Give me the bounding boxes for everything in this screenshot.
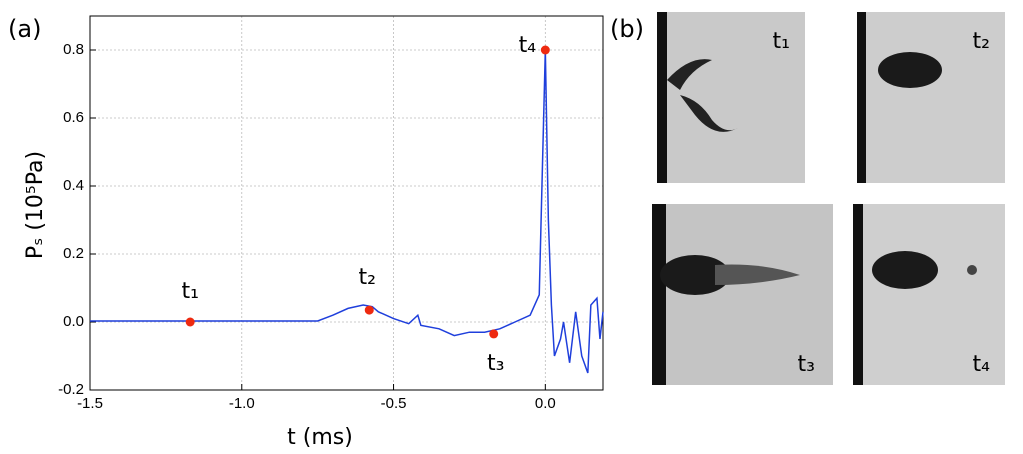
point-label: t₄: [519, 33, 537, 58]
panel-label: (b): [610, 15, 644, 43]
x-tick-label: -1.0: [229, 395, 255, 412]
marker-point: [540, 45, 550, 55]
photo: t₂: [857, 12, 1005, 183]
x-tick-label: -1.5: [77, 395, 103, 412]
photo-label: t₄: [973, 352, 991, 377]
photo: t₄: [853, 204, 1005, 385]
y-tick-label: 0.2: [63, 245, 84, 262]
y-tick-label: 0.0: [63, 313, 84, 330]
x-tick-label: 0.0: [535, 395, 556, 412]
y-axis-label: Pₛ (10⁵Pa): [23, 151, 48, 259]
marker-point: [185, 317, 195, 327]
photo-panels: t₁ t₂ t₃ t₄: [652, 12, 1005, 385]
y-tick-label: 0.4: [63, 177, 84, 194]
y-tick-label: 0.6: [63, 109, 84, 126]
panel-label: (a): [8, 15, 41, 43]
photo-label: t₁: [773, 29, 790, 54]
marker-point: [364, 305, 374, 315]
y-tick-label: 0.8: [63, 41, 84, 58]
plot-frame: [89, 15, 604, 391]
y-tick-label: -0.2: [58, 381, 84, 398]
point-label: t₃: [487, 351, 504, 376]
marker-point: [489, 329, 499, 339]
x-axis-label: t (ms): [287, 425, 353, 450]
photo: t₁: [657, 12, 805, 183]
photo: t₃: [652, 204, 833, 385]
x-tick-label: -0.5: [381, 395, 407, 412]
point-label: t₁: [181, 279, 198, 304]
point-label: t₂: [359, 265, 376, 290]
data-line: [90, 49, 604, 374]
photo-label: t₃: [798, 352, 815, 377]
photo-label: t₂: [973, 29, 990, 54]
